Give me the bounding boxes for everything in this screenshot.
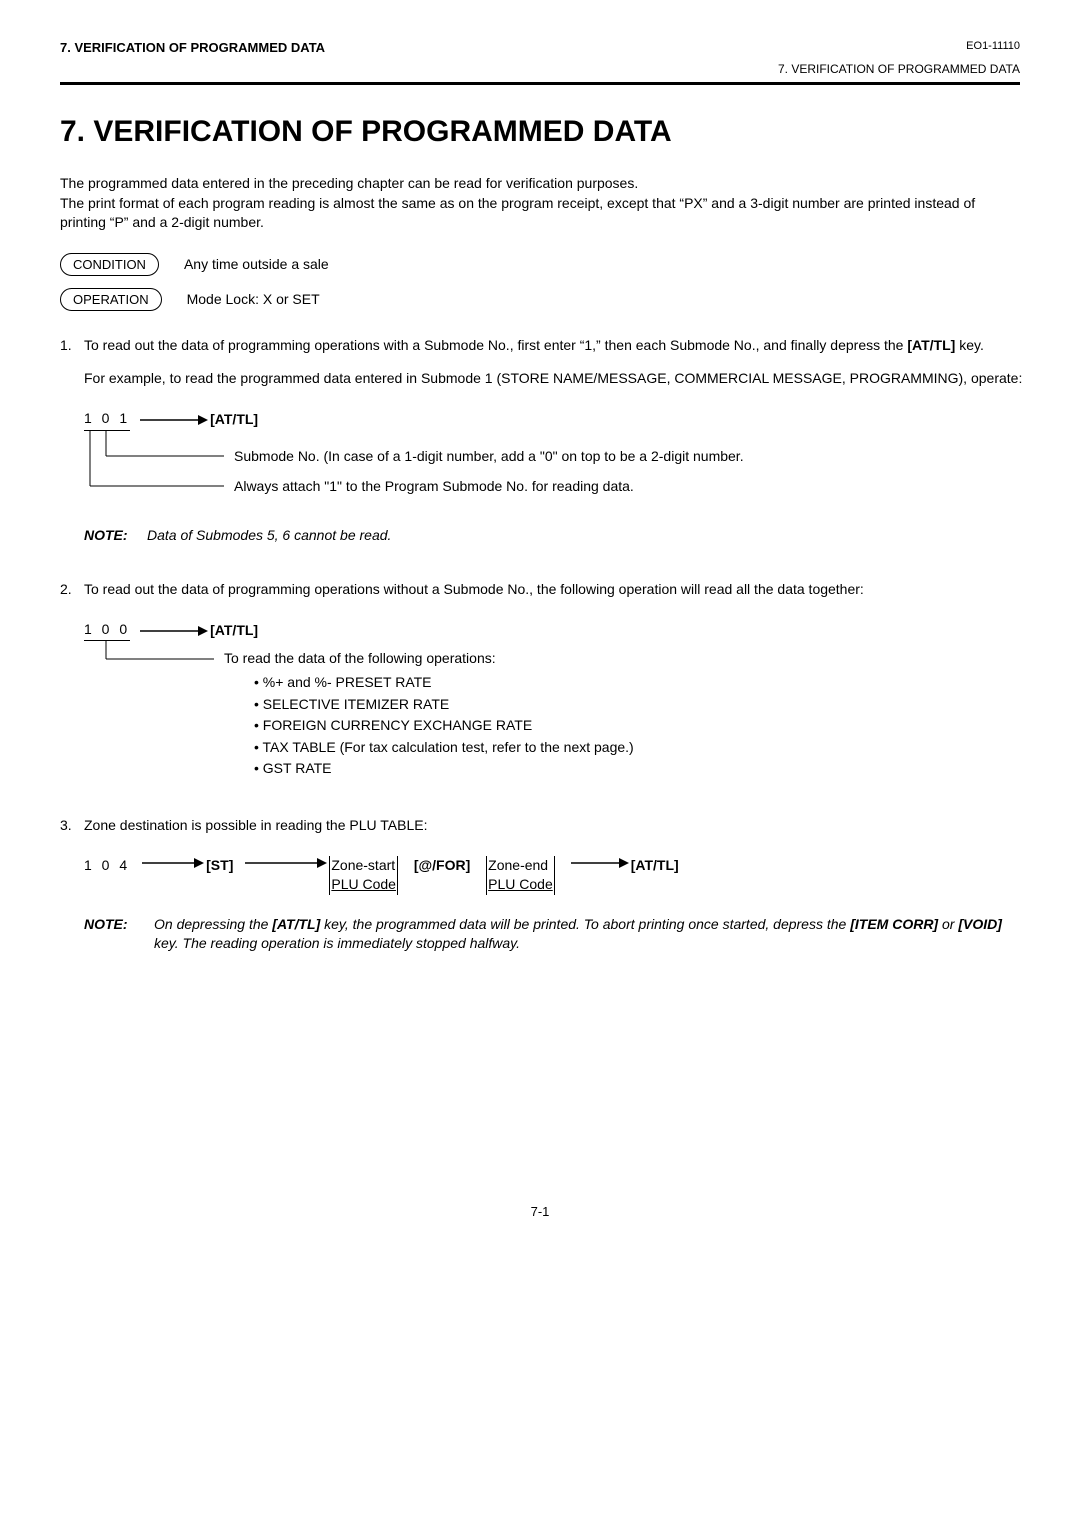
item3-num: 3. — [60, 816, 84, 954]
header-right: EO1-11110 7. VERIFICATION OF PROGRAMMED … — [778, 40, 1020, 76]
condition-pill: CONDITION — [60, 253, 159, 276]
arrow-icon — [561, 856, 631, 870]
connector-icon: Submode No. (In case of a 1-digit number… — [84, 431, 1034, 506]
note1-text: Data of Submodes 5, 6 cannot be read. — [147, 527, 391, 543]
item3-st: [ST] — [206, 856, 233, 876]
bullet-item: • SELECTIVE ITEMIZER RATE — [254, 695, 634, 715]
item2-key: [AT/TL] — [210, 621, 258, 641]
item3-box1: Zone-start PLU Code — [329, 856, 398, 895]
item1-diagram: 1 0 1 [AT/TL] Submode No. (In case of a … — [84, 409, 1034, 506]
note2-label: NOTE: — [84, 915, 154, 954]
item3-code: 1 0 4 — [84, 856, 130, 876]
header-rule — [60, 82, 1020, 85]
item2-text: To read out the data of programming oper… — [84, 581, 864, 597]
item2-anno-block: To read the data of the following operat… — [224, 641, 634, 781]
bullet-item: • %+ and %- PRESET RATE — [254, 673, 634, 693]
item2-body: To read out the data of programming oper… — [84, 580, 1020, 801]
bullet-item: • GST RATE — [254, 759, 634, 779]
item2-bullets: • %+ and %- PRESET RATE• SELECTIVE ITEMI… — [254, 673, 634, 779]
item3-attl: [AT/TL] — [631, 856, 679, 876]
item1-anno1-text: Submode No. (In case of a 1-digit number… — [234, 448, 744, 464]
arrow-icon — [136, 856, 206, 870]
item2-diagram: 1 0 0 [AT/TL] To read the data of the fo… — [84, 620, 1020, 781]
item1-num: 1. — [60, 336, 84, 565]
intro-paragraph: The programmed data entered in the prece… — [60, 174, 1020, 233]
item1-sub: For example, to read the programmed data… — [84, 369, 1034, 389]
item1-anno2-text: Always attach "1" to the Program Submode… — [234, 478, 634, 494]
item3-box1b: PLU Code — [331, 876, 396, 892]
arrow-icon — [239, 856, 329, 870]
note2-text: On depressing the [AT/TL] key, the progr… — [154, 915, 1020, 954]
item3-body: Zone destination is possible in reading … — [84, 816, 1020, 954]
item3-atfor: [@/FOR] — [414, 856, 470, 876]
note1-label: NOTE: — [84, 527, 128, 543]
item1-code: 1 0 1 — [84, 409, 130, 431]
note2-row: NOTE: On depressing the [AT/TL] key, the… — [84, 915, 1020, 954]
item1-body: To read out the data of programming oper… — [84, 336, 1034, 565]
item3-box1a: Zone-start — [331, 857, 395, 873]
arrow-icon — [130, 413, 210, 427]
condition-text: Any time outside a sale — [184, 256, 329, 272]
bullet-item: • FOREIGN CURRENCY EXCHANGE RATE — [254, 716, 634, 736]
item3-box2: Zone-end PLU Code — [486, 856, 555, 895]
note1-row: NOTE: Data of Submodes 5, 6 cannot be re… — [84, 526, 1034, 546]
page-header: 7. VERIFICATION OF PROGRAMMED DATA EO1-1… — [60, 40, 1020, 76]
condition-row: CONDITION Any time outside a sale — [60, 253, 1020, 276]
item1-text: To read out the data of programming oper… — [84, 337, 984, 353]
list-item-2: 2. To read out the data of programming o… — [60, 580, 1020, 801]
main-title: 7. VERIFICATION OF PROGRAMMED DATA — [60, 115, 1020, 149]
list-item-1: 1. To read out the data of programming o… — [60, 336, 1020, 565]
header-code: EO1-11110 — [778, 40, 1020, 52]
item2-anno: To read the data of the following operat… — [224, 649, 634, 669]
connector-icon — [84, 641, 224, 669]
bullet-item: • TAX TABLE (For tax calculation test, r… — [254, 738, 634, 758]
list-item-3: 3. Zone destination is possible in readi… — [60, 816, 1020, 954]
arrow-icon — [130, 624, 210, 638]
item1-key: [AT/TL] — [210, 410, 258, 430]
header-sub: 7. VERIFICATION OF PROGRAMMED DATA — [778, 62, 1020, 76]
operation-row: OPERATION Mode Lock: X or SET — [60, 288, 1020, 311]
header-left: 7. VERIFICATION OF PROGRAMMED DATA — [60, 40, 325, 55]
page-number: 7-1 — [60, 1204, 1020, 1219]
item2-code: 1 0 0 — [84, 620, 130, 642]
item3-box2a: Zone-end — [488, 857, 548, 873]
operation-text: Mode Lock: X or SET — [187, 291, 320, 307]
item2-num: 2. — [60, 580, 84, 801]
operation-pill: OPERATION — [60, 288, 162, 311]
item3-diagram: 1 0 4 [ST] Zone-start PLU Code — [84, 856, 1020, 895]
item3-box2b: PLU Code — [488, 876, 553, 892]
item3-text: Zone destination is possible in reading … — [84, 817, 427, 833]
